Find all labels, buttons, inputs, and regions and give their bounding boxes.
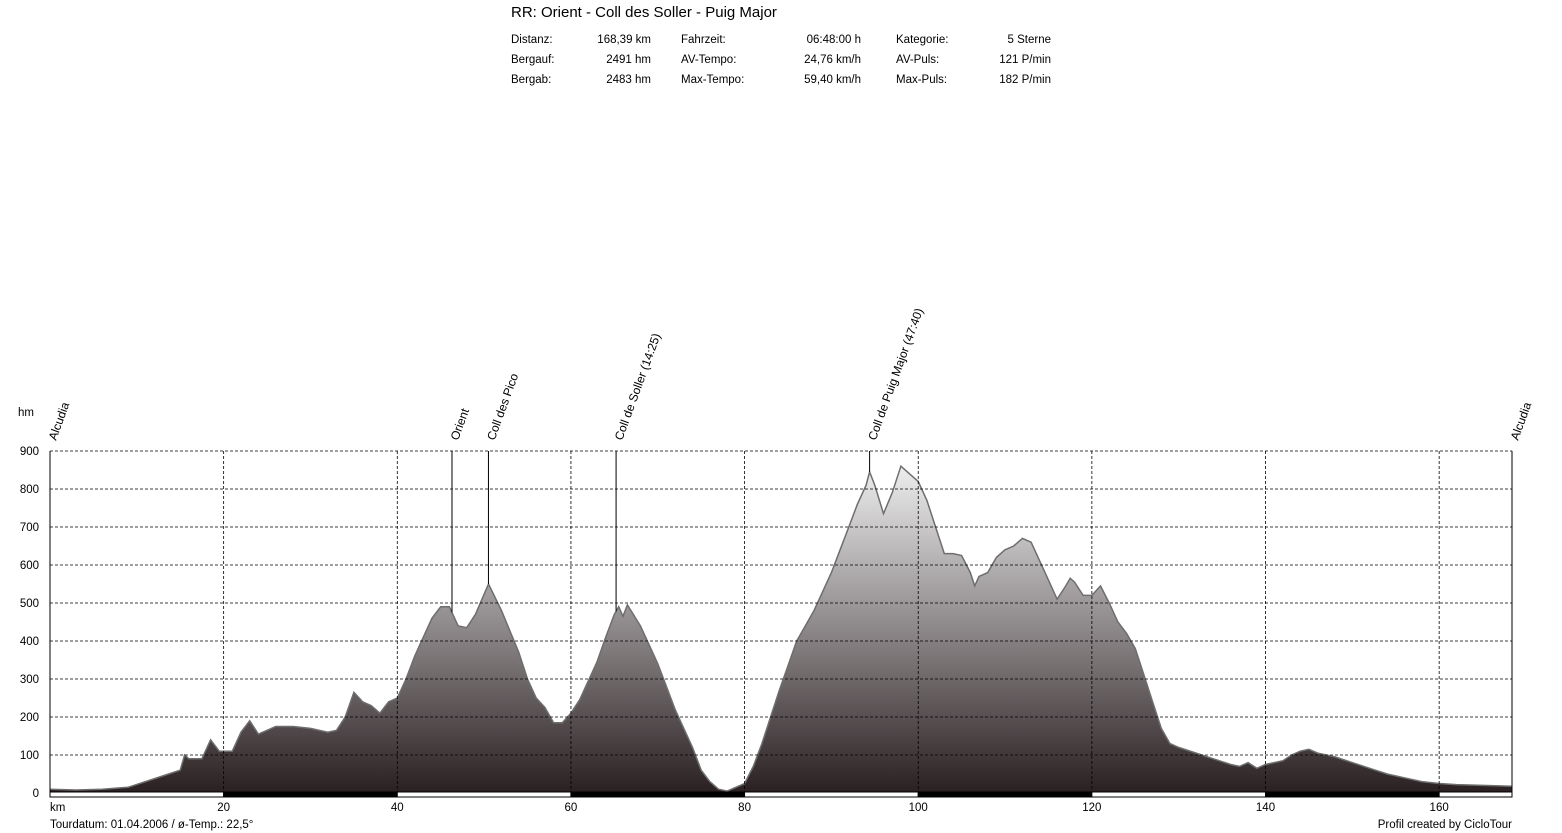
km-scale-band [1265,791,1440,798]
stat-value: 5 Sterne [1007,34,1051,46]
km-scale-band [744,791,919,798]
km-scale-band [396,791,572,798]
stat-label: AV-Puls: [896,54,940,66]
y-tick-label: 0 [33,788,39,800]
y-tick-label: 300 [20,674,39,686]
tour-date-temp: Tourdatum: 01.04.2006 / ø-Temp.: 22,5° [50,819,254,831]
stat-label: Bergauf: [511,54,555,66]
waypoint-label: Orient [448,406,473,442]
waypoint-label: Alcudia [46,400,73,442]
x-tick-label: 100 [909,802,928,814]
stat-label: Bergab: [511,74,552,86]
waypoint-label: Coll des Pico [484,371,521,442]
km-scale-band [917,791,1093,798]
stat-label: AV-Tempo: [681,54,737,66]
stat-value: 2491 hm [606,54,651,66]
x-tick-label: 120 [1082,802,1101,814]
stat-value: 2483 hm [606,74,651,86]
stat-value: 59,40 km/h [804,74,861,86]
stat-value: 168,39 km [597,34,651,46]
x-tick-label: 80 [738,802,751,814]
km-scale-band [570,791,746,798]
waypoint-label: Coll de Soller (14:25) [612,331,664,442]
chart-title: RR: Orient - Coll des Soller - Puig Majo… [511,4,777,21]
stat-label: Kategorie: [896,34,949,46]
stat-value: 182 P/min [999,74,1051,86]
x-tick-label: 60 [565,802,578,814]
km-scale-band [1091,791,1267,798]
stat-label: Max-Tempo: [681,74,745,86]
km-scale-band [49,791,225,798]
x-axis-label: km [50,802,65,814]
profile-credit: Profil created by CicloTour [1377,819,1512,831]
y-tick-label: 800 [20,484,39,496]
stat-value: 121 P/min [999,54,1051,66]
stat-value: 06:48:00 h [806,34,861,46]
x-tick-label: 40 [391,802,404,814]
y-tick-label: 400 [20,636,39,648]
x-tick-label: 140 [1256,802,1275,814]
waypoint-label: Coll de Puig Major (47:40) [865,306,926,442]
y-axis-label: hm [18,407,34,419]
stat-label: Max-Puls: [896,74,948,86]
y-tick-label: 600 [20,560,39,572]
x-tick-label: 160 [1430,802,1449,814]
waypoint-label: Alcudia [1508,400,1535,442]
x-tick-label: 20 [217,802,230,814]
y-tick-label: 700 [20,522,39,534]
km-scale-band [223,791,398,798]
y-tick-label: 500 [20,598,39,610]
stat-label: Fahrzeit: [681,34,726,46]
km-scale-band [1438,791,1513,798]
y-tick-label: 200 [20,712,39,724]
elevation-line [49,464,1513,792]
y-tick-label: 900 [20,446,39,458]
elevation-area [50,466,1512,793]
stat-value: 24,76 km/h [804,54,861,66]
stat-label: Distanz: [511,34,553,46]
y-tick-label: 100 [20,750,39,762]
